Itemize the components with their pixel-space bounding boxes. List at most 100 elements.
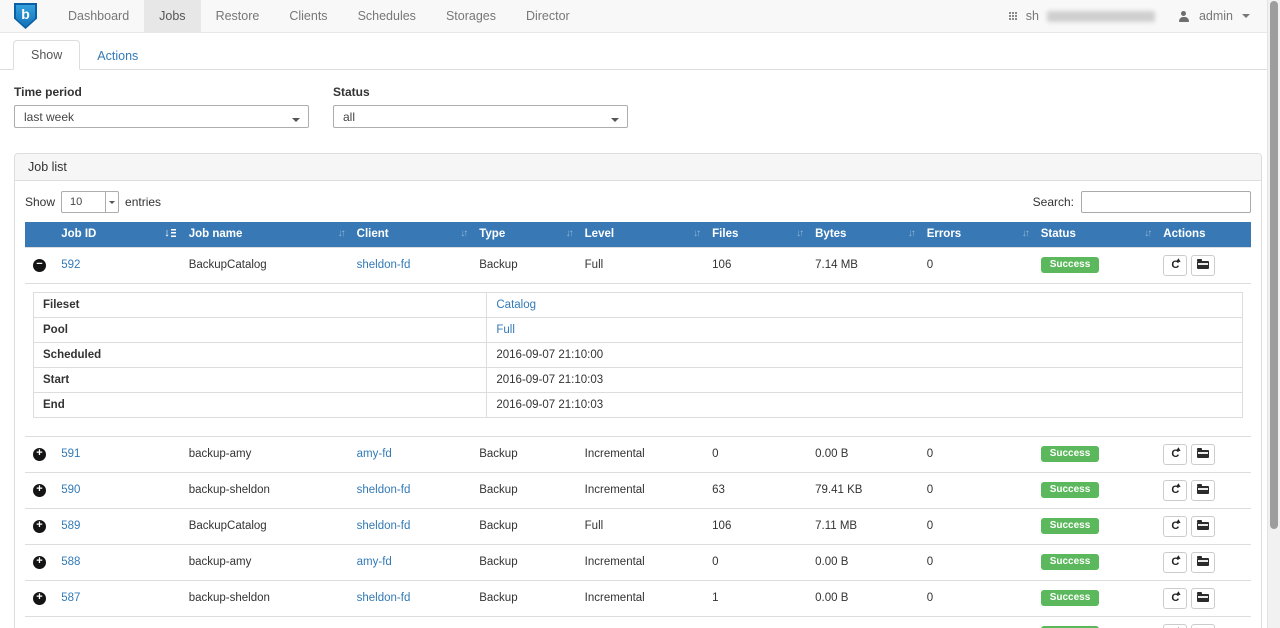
detail-row-pool: Pool Full	[34, 317, 1243, 342]
collapse-row-icon[interactable]: −	[33, 259, 46, 272]
nav-item-restore[interactable]: Restore	[201, 0, 275, 32]
job-id-link[interactable]: 590	[61, 484, 80, 496]
rerun-icon	[1171, 485, 1179, 496]
table-row: + 588 backup-amy amy-fd Backup Increment…	[25, 544, 1251, 580]
job-log-button[interactable]	[1191, 588, 1215, 609]
tab-show[interactable]: Show	[13, 40, 80, 70]
rerun-icon	[1171, 557, 1179, 568]
sort-icon	[338, 228, 344, 239]
job-log-button[interactable]	[1191, 516, 1215, 537]
status-select[interactable]: all	[333, 105, 628, 128]
user-menu[interactable]: admin	[1199, 9, 1233, 23]
col-client[interactable]: Client	[349, 222, 472, 247]
client-link[interactable]: sheldon-fd	[357, 520, 411, 532]
job-id-link[interactable]: 588	[61, 556, 80, 568]
expand-row-icon[interactable]: +	[33, 520, 46, 533]
expand-row-icon[interactable]: +	[33, 448, 46, 461]
rerun-job-button[interactable]	[1163, 588, 1187, 609]
type-cell: Backup	[471, 616, 576, 628]
job-id-link[interactable]: 589	[61, 520, 80, 532]
col-type[interactable]: Type	[471, 222, 576, 247]
tab-actions[interactable]: Actions	[80, 42, 155, 70]
col-level[interactable]: Level	[577, 222, 705, 247]
nav-item-storages[interactable]: Storages	[431, 0, 511, 32]
nav-item-clients[interactable]: Clients	[274, 0, 342, 32]
expand-row-icon[interactable]: +	[33, 556, 46, 569]
log-folder-icon	[1197, 558, 1209, 566]
nav-item-director[interactable]: Director	[511, 0, 585, 32]
type-cell: Backup	[471, 247, 576, 283]
rerun-job-button[interactable]	[1163, 516, 1187, 537]
log-folder-icon	[1197, 261, 1209, 269]
level-cell: Full	[577, 508, 705, 544]
expand-row-icon[interactable]: +	[33, 484, 46, 497]
level-cell: Full	[577, 616, 705, 628]
time-period-select[interactable]: last week	[14, 105, 309, 128]
caret-down-icon[interactable]	[1242, 14, 1250, 22]
hostname-text: sh	[1026, 9, 1039, 23]
status-badge: Success	[1041, 554, 1100, 570]
job-id-link[interactable]: 591	[61, 448, 80, 460]
detail-value: 2016-09-07 21:10:00	[487, 342, 1243, 367]
rerun-job-button[interactable]	[1163, 480, 1187, 501]
client-link[interactable]: amy-fd	[357, 556, 392, 568]
files-cell: 0	[704, 436, 807, 472]
col-files[interactable]: Files	[704, 222, 807, 247]
fileset-link[interactable]: Catalog	[496, 299, 536, 311]
entries-per-page-select[interactable]: 10	[61, 191, 119, 213]
table-row: + 586 BackupCatalog sheldon-fd Backup Fu…	[25, 616, 1251, 628]
job-detail-row: Fileset Catalog Pool Full Scheduled 2016…	[25, 283, 1251, 436]
bytes-cell: 79.41 KB	[807, 472, 919, 508]
pool-link[interactable]: Full	[496, 324, 515, 336]
errors-cell: 0	[919, 436, 1033, 472]
level-cell: Incremental	[577, 436, 705, 472]
job-name-cell: BackupCatalog	[181, 508, 349, 544]
job-log-button[interactable]	[1191, 255, 1215, 276]
brand-letter: b	[21, 7, 30, 21]
rerun-icon	[1171, 449, 1179, 460]
bytes-cell: 0.00 B	[807, 436, 919, 472]
time-period-value: last week	[24, 110, 74, 124]
search-input[interactable]	[1081, 191, 1251, 213]
rerun-job-button[interactable]	[1163, 552, 1187, 573]
files-cell: 1	[704, 580, 807, 616]
job-log-button[interactable]	[1191, 624, 1215, 628]
nav-item-dashboard[interactable]: Dashboard	[53, 0, 144, 32]
detail-label: Scheduled	[34, 342, 487, 367]
col-errors[interactable]: Errors	[919, 222, 1033, 247]
client-link[interactable]: sheldon-fd	[357, 259, 411, 271]
client-link[interactable]: sheldon-fd	[357, 484, 411, 496]
table-row: + 591 backup-amy amy-fd Backup Increment…	[25, 436, 1251, 472]
expand-row-icon[interactable]: +	[33, 592, 46, 605]
col-status[interactable]: Status	[1033, 222, 1156, 247]
filter-section: Time period last week Status all	[0, 70, 1280, 142]
rerun-job-button[interactable]	[1163, 444, 1187, 465]
rerun-job-button[interactable]	[1163, 624, 1187, 628]
scrollbar-thumb[interactable]	[1270, 1, 1278, 529]
person-icon	[1178, 11, 1190, 22]
col-job-id[interactable]: Job ID	[53, 222, 181, 247]
entries-suffix-label: entries	[125, 195, 161, 209]
job-log-button[interactable]	[1191, 480, 1215, 501]
client-link[interactable]: sheldon-fd	[357, 592, 411, 604]
detail-label: Fileset	[34, 292, 487, 317]
vertical-scrollbar[interactable]	[1267, 0, 1280, 628]
job-id-link[interactable]: 592	[61, 259, 80, 271]
files-cell: 106	[704, 616, 807, 628]
job-id-link[interactable]: 587	[61, 592, 80, 604]
files-cell: 106	[704, 247, 807, 283]
col-job-name[interactable]: Job name	[181, 222, 349, 247]
job-log-button[interactable]	[1191, 444, 1215, 465]
col-expand	[25, 222, 53, 247]
nav-item-jobs[interactable]: Jobs	[144, 0, 200, 32]
client-link[interactable]: amy-fd	[357, 448, 392, 460]
entries-value: 10	[70, 196, 82, 208]
job-log-button[interactable]	[1191, 552, 1215, 573]
detail-label: Start	[34, 367, 487, 392]
files-cell: 0	[704, 544, 807, 580]
nav-item-schedules[interactable]: Schedules	[343, 0, 431, 32]
rerun-job-button[interactable]	[1163, 255, 1187, 276]
log-folder-icon	[1197, 450, 1209, 458]
bareos-logo[interactable]: b	[0, 0, 53, 32]
col-bytes[interactable]: Bytes	[807, 222, 919, 247]
